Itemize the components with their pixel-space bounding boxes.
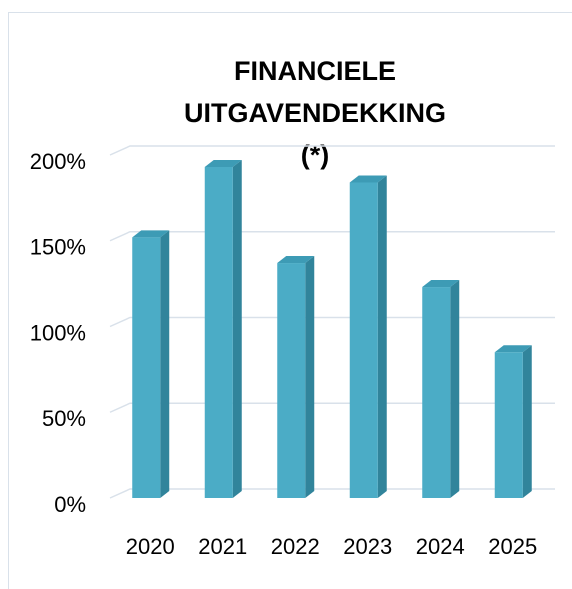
bar-top: [277, 256, 315, 264]
grid-line: [109, 316, 555, 328]
bar-side: [522, 345, 532, 498]
bar-front: [204, 167, 233, 498]
bar: [349, 175, 387, 498]
x-tick-label: 2022: [271, 534, 320, 559]
bar-front: [132, 237, 161, 498]
bar-side: [232, 160, 242, 498]
grid-line: [109, 402, 555, 413]
bar: [494, 345, 532, 498]
x-tick-label: 2021: [198, 534, 247, 559]
bar-side: [450, 280, 460, 498]
bar-front: [422, 287, 451, 498]
grid-line: [109, 488, 555, 499]
bar-side: [160, 230, 170, 498]
bar: [277, 256, 315, 498]
bar-front: [349, 182, 378, 498]
grid-line: [109, 231, 555, 242]
bar-front: [494, 352, 523, 498]
y-tick-label: 50%: [42, 406, 86, 431]
x-tick-label: 2020: [126, 534, 175, 559]
x-tick-label: 2025: [488, 534, 537, 559]
bar-side: [377, 175, 387, 498]
chart-title: FINANCIELE UITGAVENDEKKING (*): [183, 56, 446, 170]
bar: [204, 160, 242, 498]
y-tick-label: 0%: [54, 492, 86, 517]
grid-line: [109, 145, 555, 156]
bar-top: [349, 175, 387, 183]
y-tick-label: 100%: [30, 320, 86, 345]
bar-top: [494, 345, 532, 353]
bar-front: [277, 263, 306, 498]
y-tick-label: 150%: [30, 235, 86, 260]
bar-top: [422, 280, 460, 288]
x-tick-label: 2023: [343, 534, 392, 559]
x-tick-label: 2024: [416, 534, 465, 559]
bar-side: [305, 256, 315, 498]
y-tick-label: 200%: [30, 149, 86, 174]
bar: [132, 230, 170, 498]
bar-top: [132, 230, 170, 238]
bar: [422, 280, 460, 498]
chart-frame: [8, 12, 572, 589]
bar-top: [204, 160, 242, 168]
